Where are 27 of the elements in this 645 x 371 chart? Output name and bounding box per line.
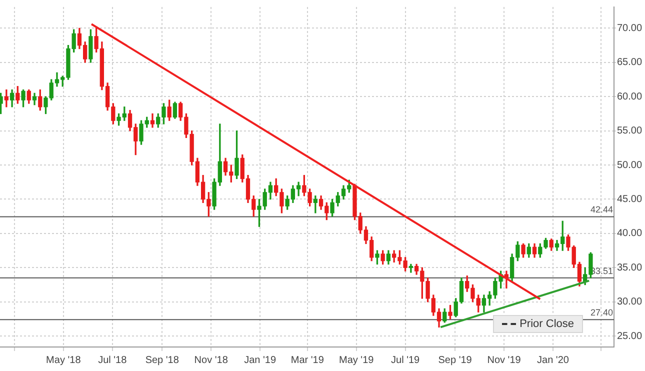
candlestick bbox=[408, 264, 413, 273]
y-tick-label: 40.00 bbox=[616, 228, 642, 240]
x-tick-label: Jan '20 bbox=[537, 354, 570, 366]
x-tick-label: Mar '19 bbox=[290, 354, 324, 366]
x-tick-label: Jan '19 bbox=[244, 354, 276, 366]
x-tick-label: Sep '19 bbox=[438, 354, 472, 366]
x-tick-label: Nov '19 bbox=[487, 354, 522, 366]
ref-line-label: 42.44 bbox=[590, 204, 613, 215]
y-tick-label: 30.00 bbox=[616, 296, 642, 308]
y-tick-label: 55.00 bbox=[616, 126, 642, 137]
legend-box: Prior Close bbox=[492, 315, 583, 333]
y-tick-label: 45.00 bbox=[616, 194, 642, 205]
y-tick-label: 70.00 bbox=[616, 22, 642, 34]
x-tick-label: Jul '18 bbox=[98, 354, 128, 366]
candlestick bbox=[4, 89, 8, 108]
ref-line-label: 27.40 bbox=[590, 308, 613, 318]
x-tick-label: Sep '18 bbox=[145, 354, 180, 366]
x-tick-label: May '19 bbox=[338, 354, 374, 366]
y-tick-label: 35.00 bbox=[616, 262, 642, 274]
y-tick-label: 25.00 bbox=[616, 330, 642, 342]
x-tick-label: Jul '19 bbox=[391, 354, 420, 366]
x-tick-label: May '18 bbox=[46, 354, 82, 366]
y-tick-label: 65.00 bbox=[616, 57, 642, 68]
x-tick-label: Nov '18 bbox=[194, 354, 228, 366]
annotation: Prior Close bbox=[520, 318, 574, 330]
y-tick-label: 60.00 bbox=[616, 91, 642, 102]
y-tick-label: 50.00 bbox=[616, 160, 642, 171]
